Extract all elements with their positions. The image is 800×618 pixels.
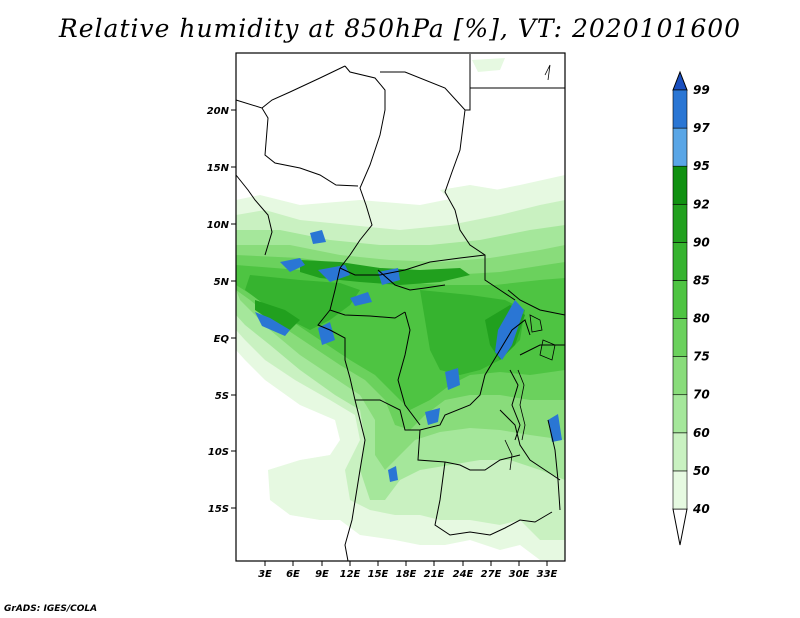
colorbar-swatch <box>672 394 688 434</box>
lat-label-5s: 5S <box>215 391 229 402</box>
colorbar-label: 85 <box>693 273 710 287</box>
colorbar-label: 97 <box>693 121 710 135</box>
lon-label-12e: 12E <box>340 569 361 580</box>
lon-label-6e: 6E <box>286 569 300 580</box>
colorbar-label: 40 <box>692 502 710 516</box>
credit-text: GrADS: IGES/COLA <box>4 604 98 614</box>
colorbar-swatch <box>672 127 688 167</box>
colorbar-label: 80 <box>693 312 710 326</box>
colorbar-top-arrow <box>672 70 688 91</box>
colorbar-label: 75 <box>693 350 710 364</box>
lon-label-30e: 30E <box>509 569 530 580</box>
colorbar-label: 70 <box>693 388 710 402</box>
lon-label-21e: 21E <box>424 569 445 580</box>
map-title: Relative humidity at 850hPa [%], VT: 202… <box>58 14 742 43</box>
colorbar-label: 92 <box>693 197 710 211</box>
lakes-coast <box>504 64 556 471</box>
lon-label-27e: 27E <box>481 569 502 580</box>
lat-label-20n: 20N <box>207 106 230 117</box>
lat-label-10s: 10S <box>208 447 229 458</box>
colorbar-swatch <box>672 165 688 205</box>
lon-label-18e: 18E <box>396 569 417 580</box>
colorbar: 40 50 60 70 75 80 85 90 92 95 97 99 <box>672 70 710 546</box>
colorbar-swatch <box>672 280 688 319</box>
lat-label-eq: EQ <box>214 334 230 345</box>
lon-label-3e: 3E <box>258 569 272 580</box>
lon-label-33e: 33E <box>537 569 558 580</box>
lat-label-15n: 15N <box>207 163 230 174</box>
colorbar-swatch <box>672 470 688 510</box>
lon-label-9e: 9E <box>315 569 329 580</box>
colorbar-swatch <box>672 203 688 243</box>
lat-label-10n: 10N <box>207 220 230 231</box>
colorbar-label: 95 <box>693 159 710 173</box>
map-frame <box>235 52 566 562</box>
lat-axis: 20N 15N 10N 5N EQ 5S 10S 15S <box>207 106 236 515</box>
colorbar-swatch <box>672 432 688 472</box>
colorbar-swatch <box>672 356 688 396</box>
lat-label-5n: 5N <box>214 277 230 288</box>
humidity-field <box>236 53 565 561</box>
colorbar-label: 90 <box>693 235 710 249</box>
lon-label-24e: 24E <box>453 569 474 580</box>
colorbar-label: 60 <box>693 426 710 440</box>
lat-label-15s: 15S <box>208 504 229 515</box>
colorbar-swatch <box>672 242 688 281</box>
colorbar-bottom-arrow <box>672 508 688 546</box>
colorbar-label: 50 <box>693 464 710 478</box>
colorbar-label: 99 <box>693 83 710 97</box>
lon-axis: 3E 6E 9E 12E 15E 18E 21E 24E 27E 30E 33E <box>258 561 558 580</box>
colorbar-swatch <box>672 318 688 357</box>
country-borders <box>235 54 566 562</box>
lon-label-15e: 15E <box>368 569 389 580</box>
colorbar-swatch <box>672 89 688 129</box>
